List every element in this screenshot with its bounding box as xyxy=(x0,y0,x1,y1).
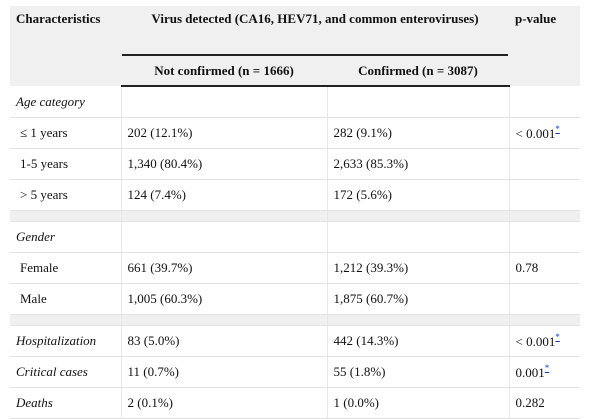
p-value-text: 0.001 xyxy=(515,365,545,380)
row-label: Hospitalization xyxy=(10,325,121,357)
footnote-link[interactable]: * xyxy=(555,124,560,134)
cell-p-value: < 0.001* xyxy=(508,117,580,149)
cell-confirmed: 282 (9.1%) xyxy=(326,117,509,149)
cell-p-value xyxy=(508,179,580,211)
row-label: ≤ 1 years xyxy=(10,117,121,149)
cell-p-value xyxy=(508,148,580,180)
table-row-critical-cases: Critical cases 11 (0.7%) 55 (1.8%) 0.001… xyxy=(10,356,580,388)
table-header: Characteristics Virus detected (CA16, HE… xyxy=(10,6,580,87)
cell-confirmed: 1 (0.0%) xyxy=(326,387,509,419)
row-label: Male xyxy=(10,283,121,315)
table-row-male: Male 1,005 (60.3%) 1,875 (60.7%) xyxy=(10,283,580,315)
cell-not-confirmed: 661 (39.7%) xyxy=(120,252,327,284)
table-spacer-row xyxy=(10,210,580,222)
table-row-female: Female 661 (39.7%) 1,212 (39.3%) 0.78 xyxy=(10,252,580,284)
row-label: > 5 years xyxy=(10,179,121,211)
cell-p-value: 0.282 xyxy=(508,387,580,419)
cell-not-confirmed: 11 (0.7%) xyxy=(120,356,327,388)
cell-not-confirmed: 1,005 (60.3%) xyxy=(120,283,327,315)
table-row-age-category: Age category xyxy=(10,86,580,118)
cell-p-value: 0.78 xyxy=(508,252,580,284)
header-not-confirmed: Not confirmed (n = 1666) xyxy=(121,56,327,87)
header-p-value: p-value xyxy=(509,6,580,86)
table-row-deaths: Deaths 2 (0.1%) 1 (0.0%) 0.282 xyxy=(10,387,580,419)
cell-not-confirmed: 202 (12.1%) xyxy=(120,117,327,149)
cell-confirmed: 442 (14.3%) xyxy=(326,325,509,357)
table-row-hospitalization: Hospitalization 83 (5.0%) 442 (14.3%) < … xyxy=(10,325,580,357)
table-row-gender: Gender xyxy=(10,221,580,253)
cell-not-confirmed: 83 (5.0%) xyxy=(120,325,327,357)
row-label: Critical cases xyxy=(10,356,121,388)
row-label: 1-5 years xyxy=(10,148,121,180)
cell-confirmed: 55 (1.8%) xyxy=(326,356,509,388)
header-characteristics: Characteristics xyxy=(10,6,121,86)
cell-confirmed: 1,875 (60.7%) xyxy=(326,283,509,315)
cell-not-confirmed: 1,340 (80.4%) xyxy=(120,148,327,180)
characteristics-table: Characteristics Virus detected (CA16, HE… xyxy=(10,6,580,419)
header-confirmed: Confirmed (n = 3087) xyxy=(327,56,509,87)
cell-not-confirmed: 2 (0.1%) xyxy=(120,387,327,419)
footnote-link[interactable]: * xyxy=(555,332,560,342)
cell-p-value: < 0.001* xyxy=(508,325,580,357)
cell-confirmed: 2,633 (85.3%) xyxy=(326,148,509,180)
cell-p-value: 0.001* xyxy=(508,356,580,388)
p-value-text: < 0.001 xyxy=(515,334,556,349)
row-label: Age category xyxy=(10,86,121,118)
table-row-age-gt5: > 5 years 124 (7.4%) 172 (5.6%) xyxy=(10,179,580,211)
cell-confirmed: 1,212 (39.3%) xyxy=(326,252,509,284)
cell-not-confirmed: 124 (7.4%) xyxy=(120,179,327,211)
header-virus-detected: Virus detected (CA16, HEV71, and common … xyxy=(121,6,509,56)
table-row-age-lt1: ≤ 1 years 202 (12.1%) 282 (9.1%) < 0.001… xyxy=(10,117,580,149)
footnote-link[interactable]: * xyxy=(544,363,550,373)
cell-confirmed: 172 (5.6%) xyxy=(326,179,509,211)
table-row-age-1-5: 1-5 years 1,340 (80.4%) 2,633 (85.3%) xyxy=(10,148,580,180)
p-value-text: < 0.001 xyxy=(515,126,556,141)
row-label: Gender xyxy=(10,221,121,253)
row-label: Female xyxy=(10,252,121,284)
cell-p-value xyxy=(508,283,580,315)
table-spacer-row xyxy=(10,314,580,326)
row-label: Deaths xyxy=(10,387,121,419)
